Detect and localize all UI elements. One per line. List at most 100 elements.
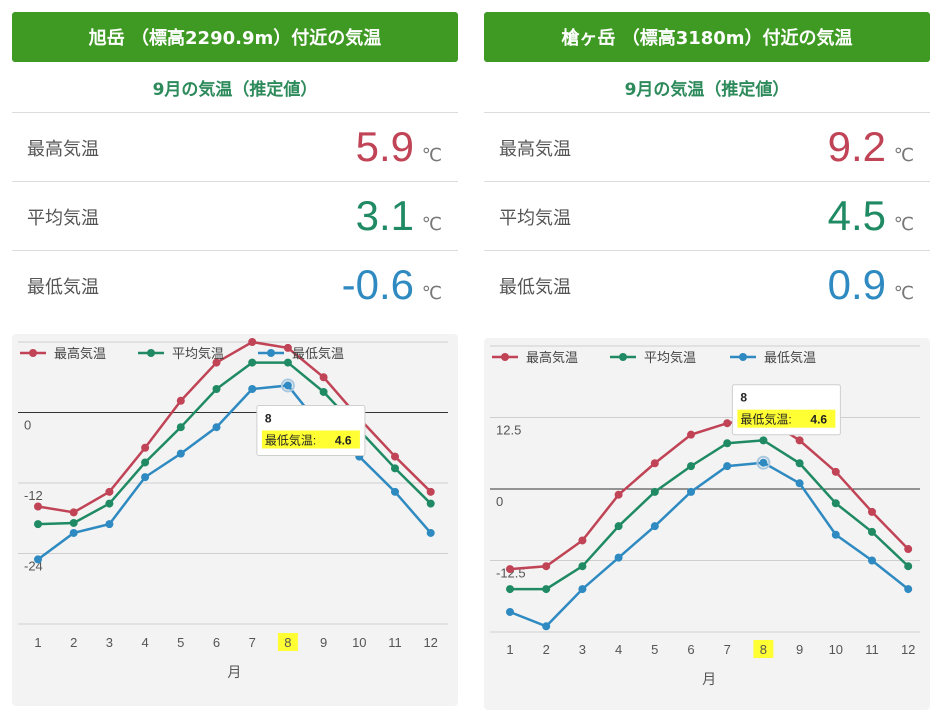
data-point xyxy=(687,430,695,439)
legend-marker xyxy=(739,353,747,361)
legend-label: 平均気温 xyxy=(644,350,696,365)
data-point xyxy=(34,520,42,529)
data-point xyxy=(141,443,150,452)
x-tick-label: 9 xyxy=(320,635,327,650)
data-point xyxy=(283,358,292,367)
legend-marker xyxy=(619,353,627,361)
data-point xyxy=(176,423,185,432)
data-point xyxy=(614,490,623,499)
data-point xyxy=(831,499,840,508)
data-point xyxy=(687,462,695,471)
x-tick-highlight xyxy=(753,640,774,658)
y-tick-label: 0 xyxy=(496,494,503,509)
legend-marker xyxy=(147,349,155,357)
x-tick-label: 3 xyxy=(106,635,113,650)
x-tick-label: 1 xyxy=(34,635,41,650)
temperature-chart[interactable]: 12.5 0 -12.5 1 2 3 4 5 6 7 8 9 10 11 12 月最高気温 平均気温 最低気温 8 最… xyxy=(484,338,930,710)
x-tick-label: 3 xyxy=(579,642,586,657)
max-temp-value: 9.2 xyxy=(827,123,886,170)
avg-temp-row: 平均気温 4.5 ℃ xyxy=(484,182,930,251)
x-tick-label: 8 xyxy=(284,635,291,650)
data-point xyxy=(578,536,587,545)
x-tick-label: 2 xyxy=(70,635,77,650)
data-point xyxy=(578,562,587,571)
x-tick-label: 4 xyxy=(141,635,148,650)
data-point xyxy=(542,585,551,594)
max-temp-unit: ℃ xyxy=(421,145,442,166)
x-tick-label: 10 xyxy=(829,642,843,657)
data-point xyxy=(650,487,659,496)
data-point xyxy=(391,464,399,473)
avg-temp-value: 3.1 xyxy=(355,192,414,239)
data-point xyxy=(723,419,732,428)
data-point xyxy=(650,459,659,468)
series-line xyxy=(510,439,910,591)
data-point xyxy=(578,585,587,594)
panel-title: 槍ヶ岳 （標高3180m）付近の気温 xyxy=(484,12,930,62)
x-tick-label: 1 xyxy=(506,642,513,657)
avg-temp-label: 平均気温 xyxy=(499,208,571,229)
data-point xyxy=(248,385,257,393)
series-line xyxy=(509,461,909,628)
data-point xyxy=(650,522,659,531)
tooltip-highlight xyxy=(261,430,360,449)
tooltip-label: 最低気温: xyxy=(265,432,316,447)
data-point xyxy=(391,452,399,461)
avg-temp-unit: ℃ xyxy=(421,214,442,235)
avg-temp-row: 平均気温 3.1 ℃ xyxy=(12,182,458,251)
x-tick-label: 11 xyxy=(865,642,879,657)
max-temp-row: 最高気温 9.2 ℃ xyxy=(484,113,930,182)
tooltip-value: 4.6 xyxy=(810,413,827,427)
panel-subtitle: 9月の気温（推定値） xyxy=(484,62,930,113)
max-temp-value: 5.9 xyxy=(355,123,414,170)
data-point xyxy=(141,458,150,467)
data-point xyxy=(212,423,221,432)
data-point xyxy=(506,607,514,616)
min-temp-value: -0.6 xyxy=(341,261,414,308)
data-point xyxy=(34,502,42,511)
x-tick-label: 12 xyxy=(423,635,437,650)
data-point xyxy=(542,622,551,631)
legend-label: 最低気温 xyxy=(292,346,344,361)
x-tick-label: 7 xyxy=(249,635,256,650)
data-point xyxy=(283,381,292,390)
data-point xyxy=(69,518,78,527)
data-point xyxy=(176,449,185,458)
panel-subtitle: 9月の気温（推定値） xyxy=(12,62,458,113)
x-tick-label: 4 xyxy=(615,642,622,657)
legend-marker xyxy=(29,349,37,357)
tooltip-label: 最低気温: xyxy=(740,412,791,427)
max-temp-unit: ℃ xyxy=(893,145,914,166)
data-point xyxy=(614,522,623,531)
data-point xyxy=(69,508,78,517)
data-point xyxy=(868,556,876,565)
min-temp-row: 最低気温 -0.6 ℃ xyxy=(12,251,458,319)
panel-yarigatake: 槍ヶ岳 （標高3180m）付近の気温 9月の気温（推定値） 最高気温 9.2 ℃… xyxy=(484,0,930,721)
x-tick-label: 7 xyxy=(724,642,731,657)
min-temp-unit: ℃ xyxy=(421,283,442,304)
legend-marker xyxy=(501,353,509,361)
data-point xyxy=(506,585,514,594)
data-point xyxy=(426,487,435,496)
data-point xyxy=(34,555,42,564)
max-temp-label: 最高気温 xyxy=(499,139,571,160)
temperature-chart[interactable]: 0 -12 -24 1 2 3 4 5 6 7 8 9 10 11 12 月最高気温 平均気温 最低気温 8 最低気温… xyxy=(12,334,458,706)
y-tick-label: 0 xyxy=(24,418,31,433)
data-point xyxy=(141,473,150,482)
x-tick-label: 5 xyxy=(651,642,658,657)
data-point xyxy=(506,565,514,574)
data-point xyxy=(868,527,876,536)
x-axis-title: 月 xyxy=(227,664,241,680)
x-tick-label: 2 xyxy=(543,642,550,657)
y-tick-label: 12.5 xyxy=(496,423,521,438)
data-point xyxy=(687,487,695,496)
legend-label: 平均気温 xyxy=(172,346,224,361)
hover-point-ring xyxy=(280,378,295,393)
tooltip-title: 8 xyxy=(740,391,747,405)
max-temp-row: 最高気温 5.9 ℃ xyxy=(12,113,458,182)
x-tick-label: 11 xyxy=(388,635,402,650)
